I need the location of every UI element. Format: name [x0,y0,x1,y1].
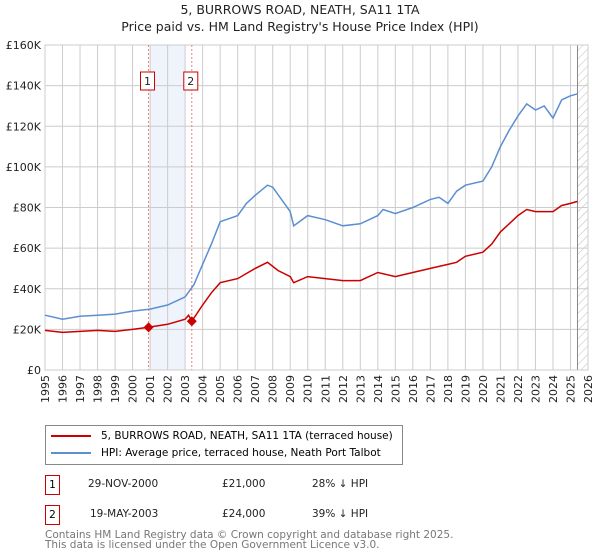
x-tick-label: 2025 [564,375,577,403]
legend-label-property: 5, BURROWS ROAD, NEATH, SA11 1TA (terrac… [101,430,393,442]
x-tick-label: 2005 [214,375,227,403]
series-line [44,93,578,320]
series-line [44,200,578,334]
y-tick-label: £40K [13,283,42,296]
y-tick-label: £0 [27,364,41,377]
chart-title: 5, BURROWS ROAD, NEATH, SA11 1TA [180,2,420,17]
legend-swatch-red [51,435,91,437]
sale-label: 1 [144,75,151,88]
x-tick-label: 2023 [529,375,542,403]
x-tick-label: 2019 [459,375,472,403]
y-tick-label: £20K [13,323,42,336]
x-tick-label: 2018 [442,375,455,403]
x-tick-label: 1999 [109,375,122,403]
x-tick-label: 1997 [74,375,87,403]
x-tick-label: 2022 [512,375,525,403]
footer-line: This data is licensed under the Open Gov… [45,539,380,551]
x-tick-label: 2006 [232,375,245,403]
x-tick-label: 2007 [249,375,262,403]
transaction-date: 19-MAY-2003 [90,508,159,520]
transaction-price: £24,000 [222,508,266,520]
sale-label: 2 [187,75,194,88]
x-tick-label: 2003 [179,375,192,403]
x-tick-label: 2021 [494,375,507,403]
x-tick-label: 2002 [162,375,175,403]
x-tick-label: 1995 [39,375,52,403]
x-tick-label: 2000 [127,375,140,403]
footer-line: Contains HM Land Registry data © Crown c… [45,529,454,541]
transaction-price: £21,000 [222,478,266,490]
x-tick-label: 2014 [372,375,385,403]
y-tick-label: £60K [13,242,42,255]
transaction-marker: 2 [45,505,60,525]
x-tick-label: 2011 [319,375,332,403]
legend-swatch-blue [51,452,91,454]
sale-point [186,316,197,327]
x-tick-label: 2004 [197,375,210,403]
x-tick-label: 2012 [337,375,350,403]
footer: Contains HM Land Registry data © Crown c… [45,529,454,551]
sale-label-box [140,71,156,91]
transaction-hpi: 39% ↓ HPI [312,508,369,520]
y-tick-label: £100K [6,161,42,174]
y-tick-label: £80K [13,202,42,215]
y-tick-label: £160K [6,39,42,52]
transaction-hpi: 28% ↓ HPI [312,478,369,490]
x-tick-label: 2008 [267,375,280,403]
chart-subtitle: Price paid vs. HM Land Registry's House … [121,19,479,34]
x-tick-label: 2016 [407,375,420,403]
y-tick-label: £120K [6,120,42,133]
x-tick-label: 2026 [582,375,595,403]
transaction-marker: 1 [45,475,60,495]
sale-point [143,322,154,333]
x-tick-label: 2013 [354,375,367,403]
x-tick-label: 2020 [477,375,490,403]
y-tick-label: £140K [6,80,42,93]
sale-label-box [183,71,199,91]
transaction-date: 29-NOV-2000 [88,478,159,490]
plot-frame [44,44,589,371]
x-tick-label: 2010 [302,375,315,403]
x-tick-label: 2015 [389,375,402,403]
legend: 5, BURROWS ROAD, NEATH, SA11 1TA (terrac… [45,425,403,465]
x-tick-label: 2009 [284,375,297,403]
x-tick-label: 1998 [92,375,105,403]
x-tick-label: 2024 [547,375,560,403]
x-tick-label: 2017 [424,375,437,403]
plot-area: 1995 1996 1997 1998 1999 2000 2001 2002 2003 2004… [6,39,595,403]
x-tick-label: 2001 [144,375,157,403]
legend-label-hpi: HPI: Average price, terraced house, Neat… [101,447,381,459]
x-tick-label: 1996 [57,375,70,403]
